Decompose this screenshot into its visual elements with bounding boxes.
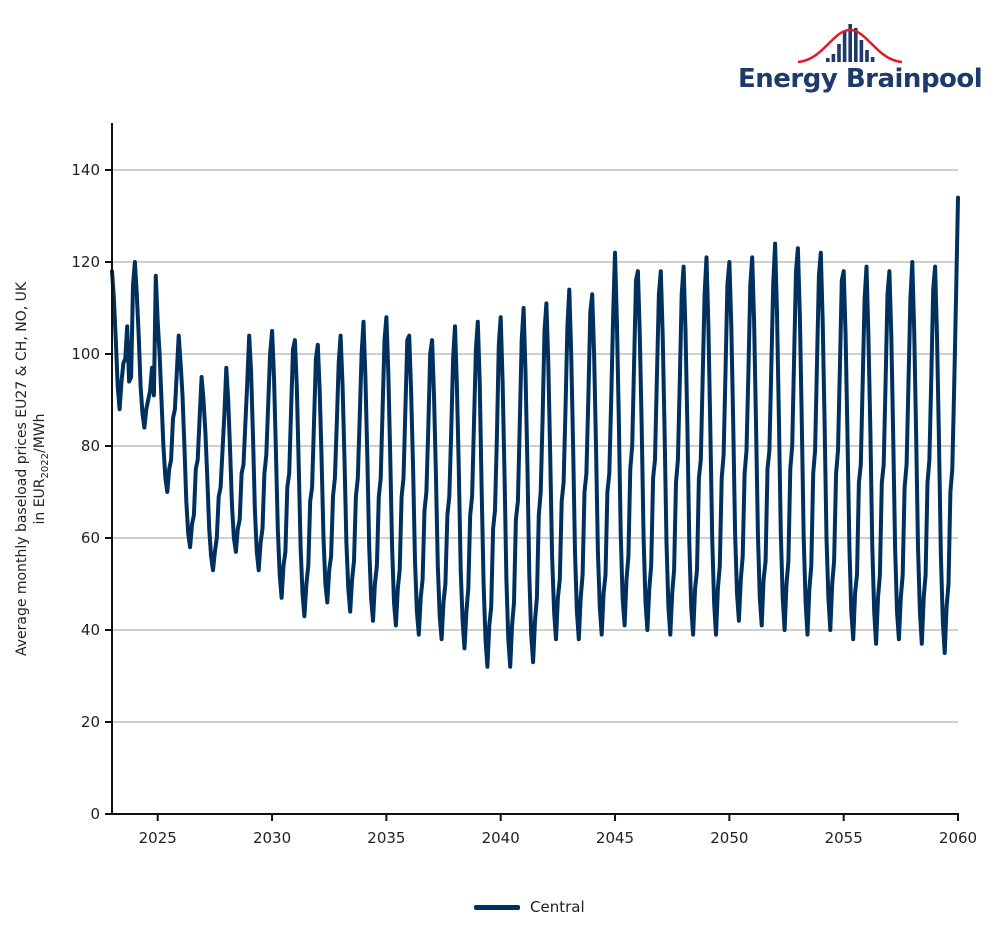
- energy-brainpool-logo: Energy Brainpool: [738, 14, 983, 100]
- y-tick-label-0: 0: [90, 805, 100, 823]
- logo-mark-icon: [797, 24, 903, 64]
- x-tick-label-2025: 2025: [139, 829, 177, 847]
- logo-bar: [859, 40, 864, 62]
- x-tick-label-2040: 2040: [482, 829, 520, 847]
- logo-bar: [870, 57, 875, 62]
- logo-bar: [854, 28, 858, 62]
- x-tick-label-2050: 2050: [710, 829, 748, 847]
- legend-label-central: Central: [530, 898, 585, 916]
- y-axis-unit: in EUR2022/MWh: [32, 413, 51, 524]
- y-tick-label-40: 40: [81, 621, 100, 639]
- y-axis-ticks: 0 20 40 60 80 100 120 140: [71, 161, 112, 823]
- x-tick-label-2055: 2055: [825, 829, 863, 847]
- x-tick-label-2060: 2060: [939, 829, 977, 847]
- y-tick-label-80: 80: [81, 437, 100, 455]
- logo-bar: [848, 24, 852, 62]
- logo-bar: [865, 50, 869, 62]
- y-tick-label-100: 100: [71, 345, 100, 363]
- legend-swatch-central: [474, 904, 520, 910]
- y-axis-title: Average monthly baseload prices EU27 & C…: [14, 281, 30, 656]
- logo-bar: [826, 58, 830, 62]
- legend: Central: [474, 898, 585, 916]
- logo-bar: [837, 44, 841, 62]
- logo-bar: [842, 32, 847, 62]
- series-line-central: [110, 195, 960, 669]
- x-tick-label-2045: 2045: [596, 829, 634, 847]
- logo-curve: [797, 28, 903, 64]
- y-tick-label-140: 140: [71, 161, 100, 179]
- x-tick-label-2030: 2030: [253, 829, 291, 847]
- y-tick-label-120: 120: [71, 253, 100, 271]
- x-tick-label-2035: 2035: [367, 829, 405, 847]
- logo-bars: [826, 24, 875, 62]
- logo-text: Energy Brainpool: [738, 64, 983, 94]
- logo-bar: [831, 54, 836, 62]
- y-tick-label-20: 20: [81, 713, 100, 731]
- x-axis-ticks: 2025 2030 2035 2040 2045 2050 2055 2060: [139, 814, 977, 847]
- y-tick-label-60: 60: [81, 529, 100, 547]
